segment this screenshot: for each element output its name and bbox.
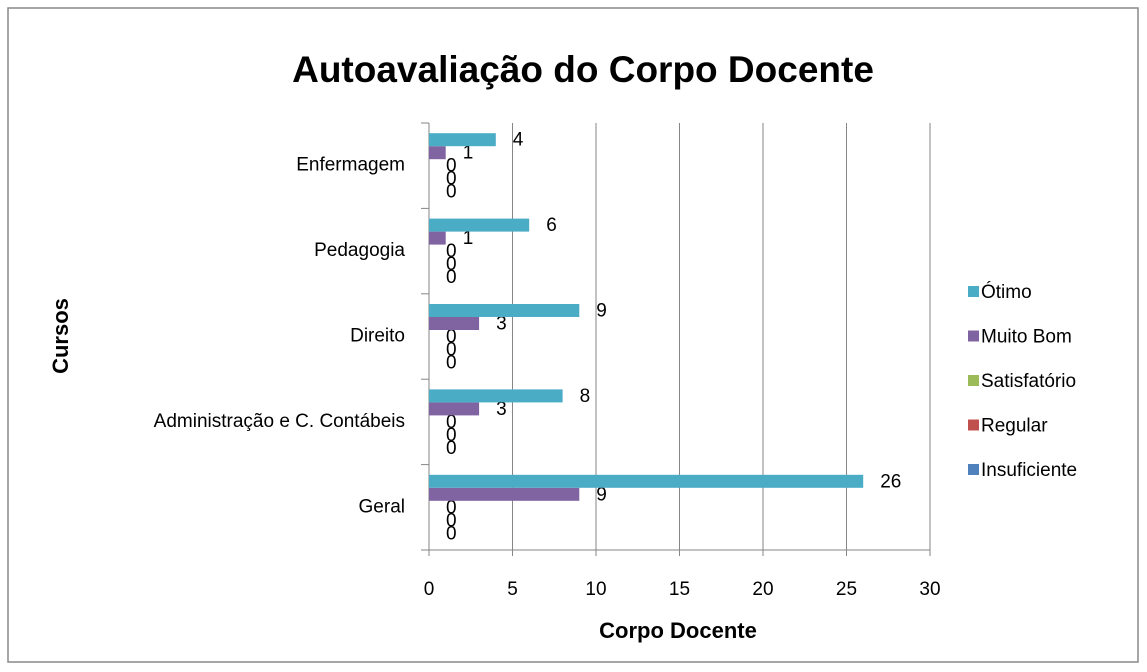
data-label: 0 [446,156,457,177]
data-label: 0 [446,510,457,531]
x-tick-label: 5 [507,579,518,600]
data-label: 0 [446,353,457,374]
legend-label: Insuficiente [981,460,1077,481]
legend-swatch [968,330,979,342]
legend-swatch [968,464,979,475]
y-tick-label: Geral [359,496,405,517]
data-label: 1 [463,143,474,164]
data-label: 0 [446,412,457,433]
data-label: 9 [596,301,607,322]
chart-border [7,7,1139,663]
bar [429,402,480,416]
data-label: 0 [446,169,457,190]
bar [429,304,580,317]
y-tick-label: Direito [350,326,405,347]
legend-swatch [968,419,979,431]
data-label: 9 [596,484,607,505]
bar [429,487,580,501]
bar [429,231,446,245]
legend-label: Ótimo [981,281,1032,303]
bar [429,389,563,403]
data-label: 0 [446,425,457,446]
y-axis-title: Cursos [48,298,73,374]
data-label: 8 [580,386,591,407]
data-label: 0 [446,254,457,275]
x-tick-label: 30 [919,579,940,600]
bar [429,474,864,488]
legend-label: Muito Bom [981,327,1072,348]
legend-swatch [968,286,979,297]
data-label: 4 [513,130,524,151]
data-label: 0 [446,327,457,348]
bar [429,146,446,160]
chart-title: Autoavaliação do Corpo Docente [292,49,874,90]
data-label: 0 [446,497,457,518]
data-label: 0 [446,182,457,203]
data-label: 0 [446,267,457,288]
data-label: 1 [463,228,474,249]
bar [429,133,496,147]
x-tick-label: 25 [836,579,857,600]
data-label: 3 [496,399,507,420]
data-label: 0 [446,438,457,459]
y-tick-label: Administração e C. Contábeis [154,411,405,432]
y-tick-label: Enfermagem [296,155,405,176]
x-tick-label: 10 [585,579,606,600]
y-tick-label: Pedagogia [314,240,405,261]
x-axis-title: Corpo Docente [599,618,757,643]
data-label: 6 [546,215,557,236]
x-tick-label: 15 [669,579,690,600]
data-label: 0 [446,523,457,544]
legend-label: Regular [981,416,1048,437]
data-label: 0 [446,241,457,262]
bar [429,317,480,330]
legend-swatch [968,375,979,386]
data-label: 3 [496,314,507,335]
legend-label: Satisfatório [981,371,1076,392]
x-tick-label: 0 [424,579,435,600]
bar [429,218,530,232]
x-tick-label: 20 [752,579,773,600]
data-label: 0 [446,340,457,361]
data-label: 26 [880,471,901,492]
